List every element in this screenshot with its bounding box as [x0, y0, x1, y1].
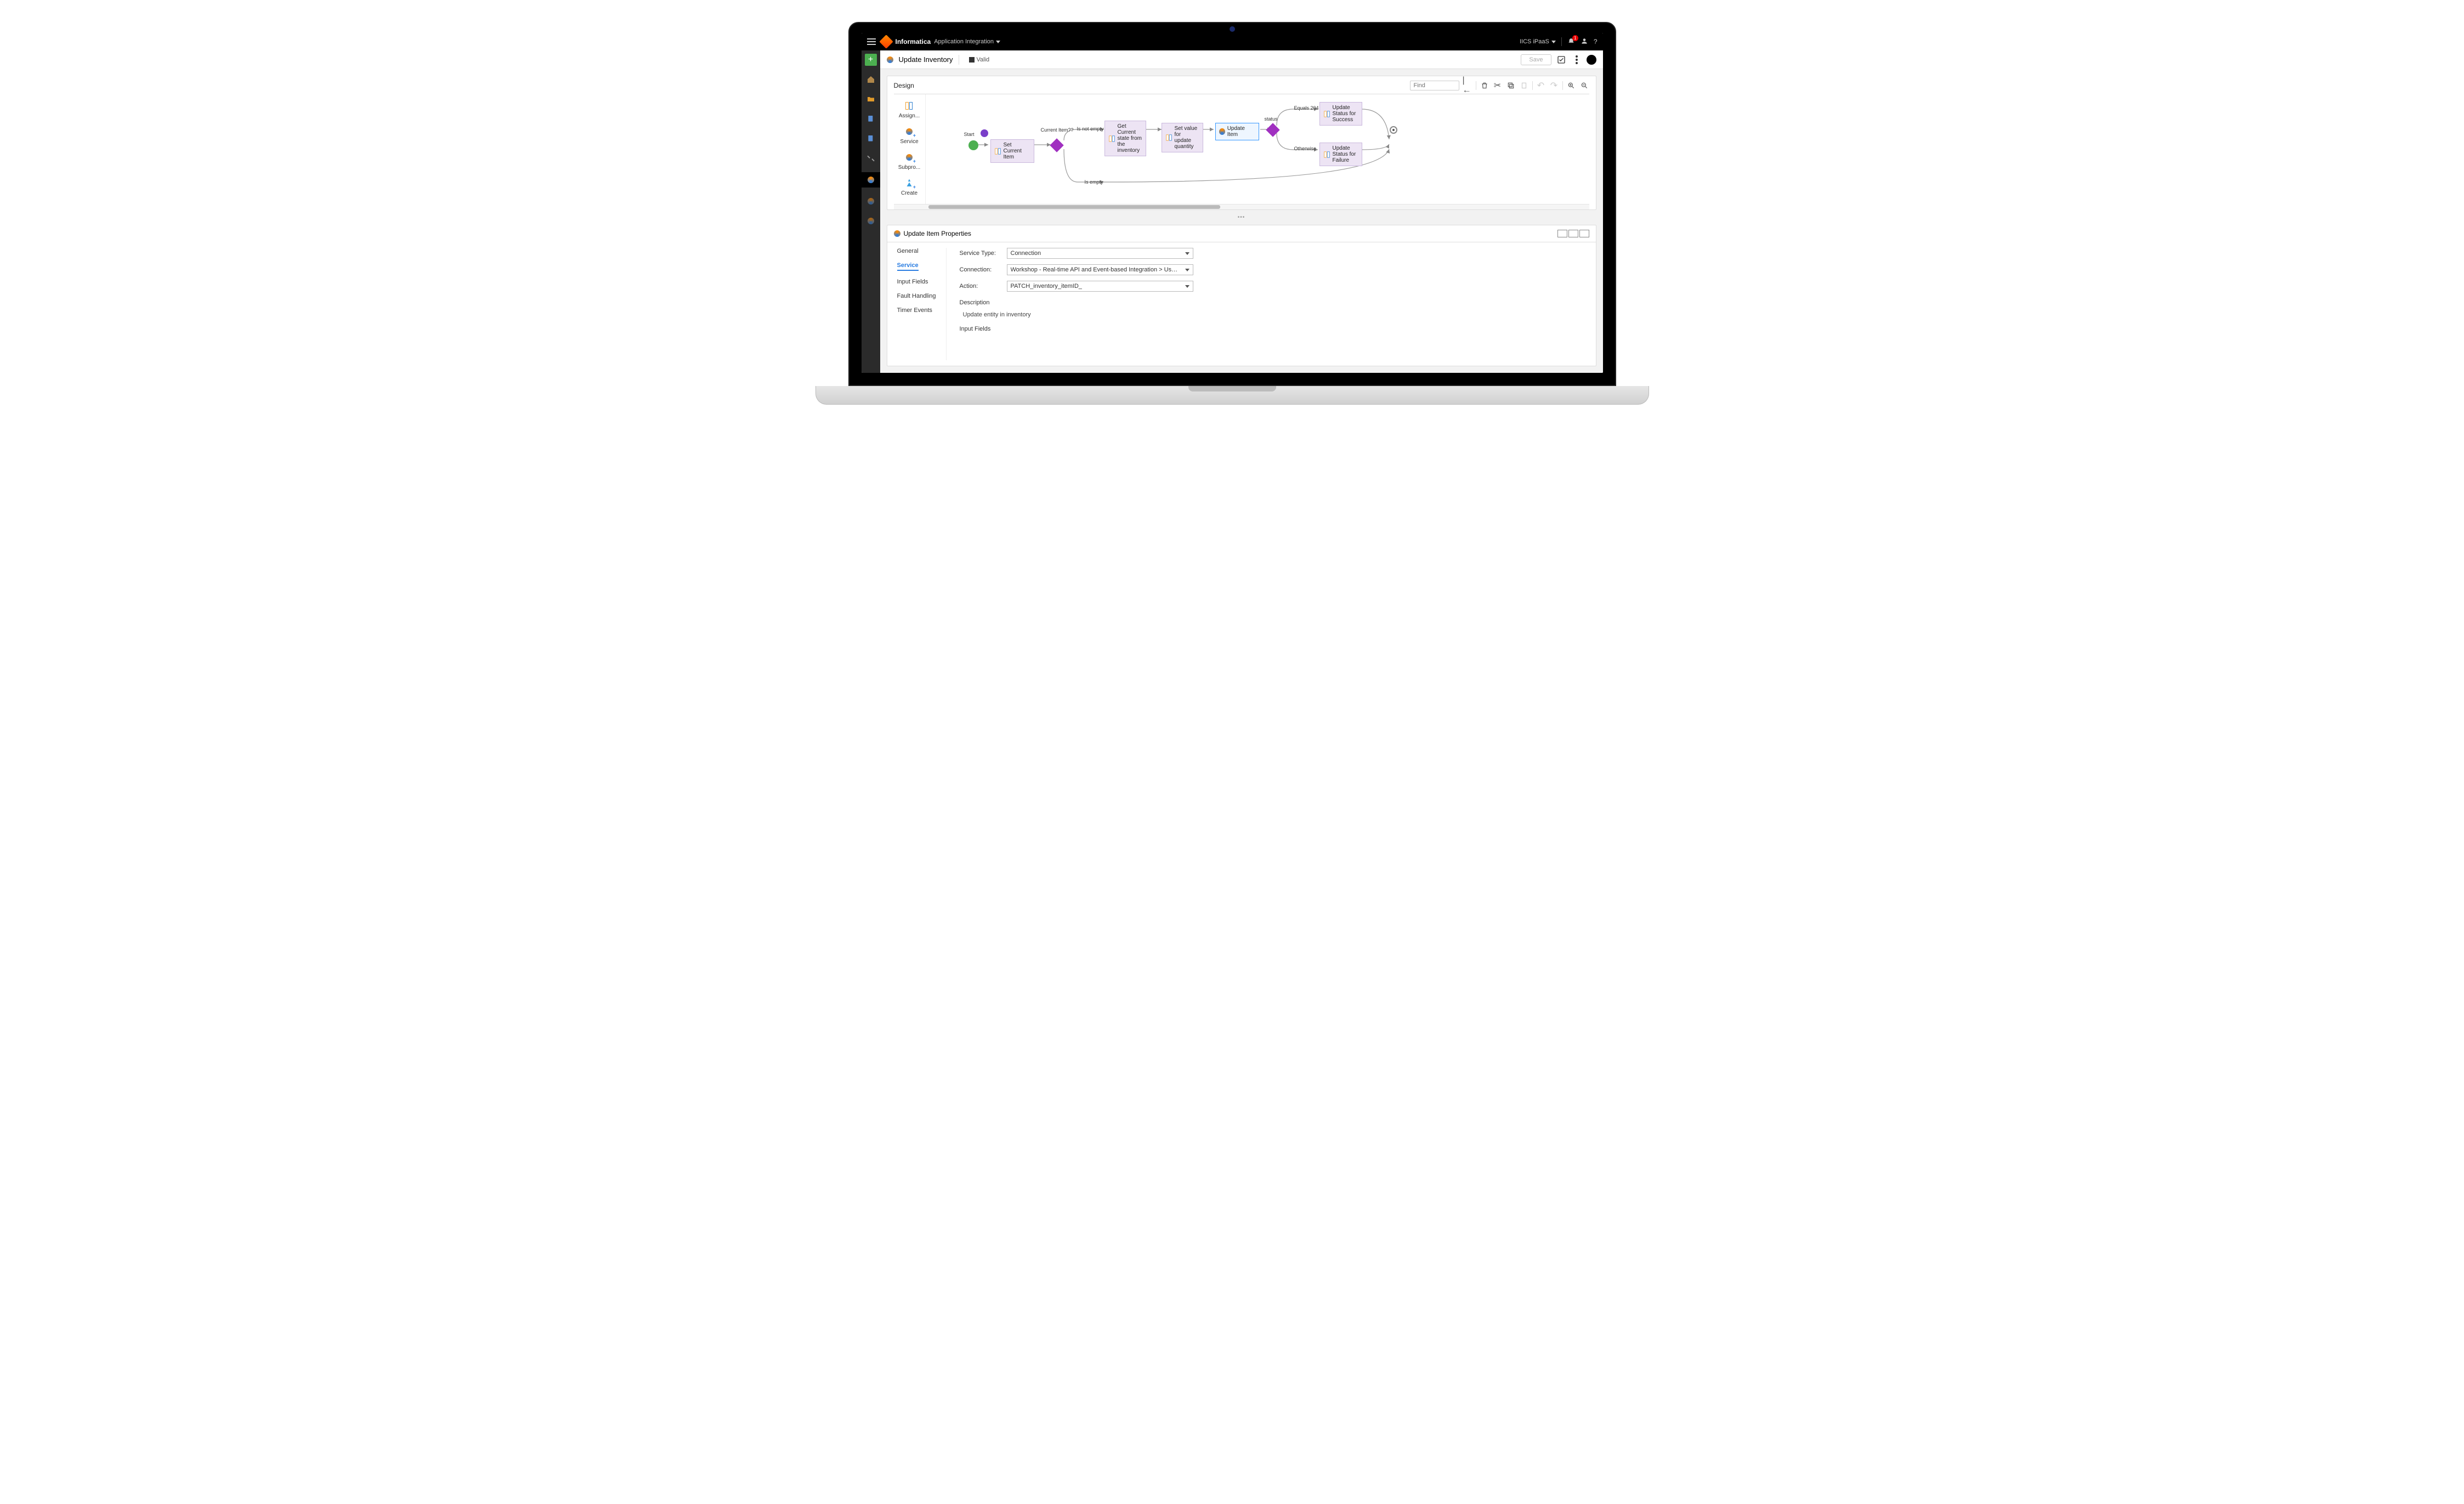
description-label: Description	[960, 299, 1586, 306]
workspace-dropdown[interactable]: IICS iPaaS	[1520, 38, 1556, 45]
connection-label: Connection:	[960, 266, 1001, 273]
input-fields-label: Input Fields	[960, 326, 1586, 332]
action-label: Action:	[960, 283, 1001, 290]
node-update-failure[interactable]: Update Status for Failure	[1319, 143, 1362, 166]
find-input[interactable]	[1410, 81, 1459, 90]
process-nav-icon[interactable]	[865, 215, 877, 227]
gear-icon	[868, 218, 874, 224]
avatar[interactable]	[1587, 55, 1596, 65]
chevron-down-icon	[996, 41, 1000, 43]
notifications-icon[interactable]: 1	[1567, 38, 1575, 46]
redo-icon: ↷	[1549, 81, 1559, 90]
label-start: Start	[964, 132, 975, 137]
paste-icon	[1519, 81, 1529, 90]
properties-tabs: General Service Input Fields Fault Handl…	[897, 248, 947, 360]
timer-icon	[981, 129, 988, 137]
divider	[1561, 37, 1562, 46]
palette-subprocess[interactable]: + Subpro...	[898, 151, 921, 171]
help-icon[interactable]: ?	[1594, 38, 1598, 46]
resize-handle[interactable]: •••	[887, 214, 1596, 220]
canvas[interactable]: Start Set Current Item Current Item??	[926, 94, 1589, 204]
validation-status: Valid	[969, 56, 990, 63]
horizontal-scrollbar[interactable]	[894, 204, 1589, 209]
save-button[interactable]: Save	[1521, 54, 1551, 65]
properties-panel: Update Item Properties General	[887, 225, 1596, 366]
service-type-label: Service Type:	[960, 250, 1001, 257]
start-node[interactable]	[968, 140, 978, 150]
chevron-down-icon	[1551, 41, 1556, 43]
tools-icon[interactable]	[865, 152, 877, 164]
label-equals-204: Equals 204	[1294, 105, 1319, 111]
tab-fault-handling[interactable]: Fault Handling	[897, 293, 939, 299]
document-icon[interactable]	[865, 133, 877, 145]
notification-badge: 1	[1572, 35, 1578, 41]
folder-icon[interactable]	[865, 93, 877, 105]
checkbox-icon[interactable]	[1556, 54, 1567, 65]
service-type-select[interactable]: Connection	[1007, 248, 1193, 259]
process-nav-active[interactable]	[862, 172, 880, 188]
properties-title: Update Item Properties	[904, 230, 971, 237]
node-set-value[interactable]: Set value for update quantity	[1162, 123, 1203, 152]
palette-assign[interactable]: Assign...	[899, 100, 920, 119]
chevron-down-icon	[1185, 285, 1189, 288]
layout-3-icon[interactable]	[1579, 230, 1589, 237]
topbar: Informatica Application Integration IICS…	[862, 33, 1603, 50]
menu-icon[interactable]	[867, 38, 876, 45]
design-panel: Design |← ✂ ↶	[887, 76, 1596, 210]
stop-icon	[969, 57, 975, 63]
tab-timer-events[interactable]: Timer Events	[897, 307, 939, 314]
palette-create[interactable]: + Create	[901, 177, 917, 196]
chevron-down-icon	[1185, 269, 1189, 271]
product-dropdown[interactable]: Application Integration	[934, 38, 1000, 45]
label-otherwise: Otherwise	[1294, 146, 1317, 151]
connection-select[interactable]: Workshop - Real-time API and Event-based…	[1007, 264, 1193, 275]
brand-name: Informatica	[896, 38, 931, 46]
process-nav-icon[interactable]	[865, 195, 877, 207]
logo-icon	[879, 35, 893, 48]
document-export-icon[interactable]	[865, 113, 877, 125]
palette: Assign... + Service + Subpro...	[894, 94, 926, 204]
label-current-item: Current Item??	[1041, 127, 1074, 133]
design-title: Design	[894, 82, 914, 89]
process-icon	[887, 56, 893, 63]
action-select[interactable]: PATCH_inventory_itemID_	[1007, 281, 1193, 292]
more-icon[interactable]	[1571, 54, 1582, 65]
palette-service[interactable]: + Service	[900, 126, 918, 145]
label-status: status	[1265, 116, 1278, 122]
home-icon[interactable]	[865, 73, 877, 86]
user-icon[interactable]	[1581, 37, 1588, 47]
copy-icon[interactable]	[1506, 81, 1516, 90]
go-start-icon[interactable]: |←	[1463, 81, 1472, 90]
tab-input-fields[interactable]: Input Fields	[897, 279, 939, 285]
end-node[interactable]	[1390, 126, 1397, 134]
cut-icon[interactable]: ✂	[1493, 81, 1503, 90]
node-update-item[interactable]: Update Item	[1215, 123, 1259, 140]
page-header: Update Inventory Valid Save	[880, 50, 1603, 69]
new-button[interactable]: +	[865, 54, 877, 66]
node-set-current-item[interactable]: Set Current Item	[990, 139, 1034, 163]
left-rail: +	[862, 50, 880, 373]
tab-general[interactable]: General	[897, 248, 939, 254]
tab-service[interactable]: Service	[897, 262, 919, 271]
delete-icon[interactable]	[1480, 81, 1489, 90]
zoom-in-icon[interactable]	[1566, 81, 1576, 90]
node-get-current-state[interactable]: Get Current state from the inventory	[1104, 121, 1146, 156]
gear-icon	[868, 177, 874, 183]
layout-1-icon[interactable]	[1557, 230, 1567, 237]
gear-icon	[868, 198, 874, 205]
chevron-down-icon	[1185, 252, 1189, 255]
layout-2-icon[interactable]	[1568, 230, 1578, 237]
zoom-out-icon[interactable]	[1579, 81, 1589, 90]
gear-icon	[894, 230, 900, 237]
properties-form: Service Type: Connection Connection: Wor…	[960, 248, 1586, 360]
label-is-empty: Is empty	[1085, 179, 1103, 185]
page-title: Update Inventory	[899, 55, 953, 64]
undo-icon: ↶	[1536, 81, 1546, 90]
description-value: Update entity in inventory	[960, 311, 1586, 318]
label-is-not-empty: Is not empty	[1077, 126, 1104, 132]
node-update-success[interactable]: Update Status for Success	[1319, 102, 1362, 126]
